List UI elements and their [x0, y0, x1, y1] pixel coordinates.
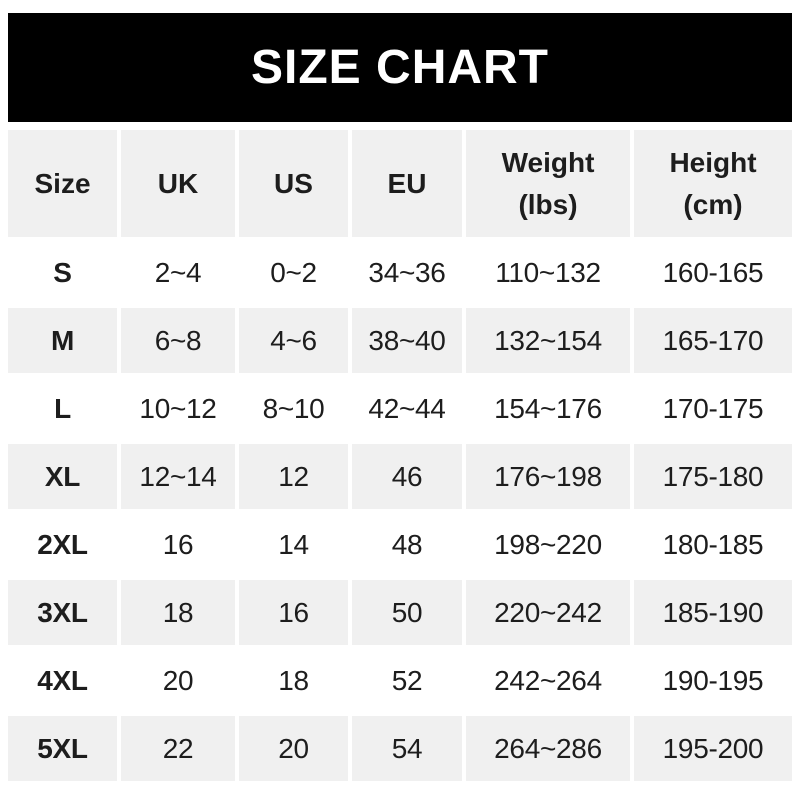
cell-2xl-us: 14 — [239, 512, 348, 577]
cell-4xl-height: 190-195 — [634, 648, 792, 713]
header-cell-us: US — [239, 130, 348, 237]
cell-s-height: 160-165 — [634, 240, 792, 305]
header-cell-size: Size — [8, 130, 117, 237]
cell-xl-uk: 12~14 — [121, 444, 235, 509]
cell-4xl-weight: 242~264 — [466, 648, 630, 713]
cell-5xl-height: 195-200 — [634, 716, 792, 781]
cell-5xl-eu: 54 — [352, 716, 462, 781]
cell-l-uk: 10~12 — [121, 376, 235, 441]
row-label-s: S — [8, 240, 117, 305]
cell-5xl-us: 20 — [239, 716, 348, 781]
cell-m-uk: 6~8 — [121, 308, 235, 373]
cell-xl-weight: 176~198 — [466, 444, 630, 509]
cell-2xl-eu: 48 — [352, 512, 462, 577]
cell-3xl-weight: 220~242 — [466, 580, 630, 645]
header-cell-weight: Weight (lbs) — [466, 130, 630, 237]
cell-3xl-eu: 50 — [352, 580, 462, 645]
cell-m-us: 4~6 — [239, 308, 348, 373]
header-cell-eu: EU — [352, 130, 462, 237]
row-label-l: L — [8, 376, 117, 441]
cell-5xl-weight: 264~286 — [466, 716, 630, 781]
cell-s-us: 0~2 — [239, 240, 348, 305]
row-label-5xl: 5XL — [8, 716, 117, 781]
cell-s-uk: 2~4 — [121, 240, 235, 305]
row-label-3xl: 3XL — [8, 580, 117, 645]
cell-2xl-height: 180-185 — [634, 512, 792, 577]
cell-5xl-uk: 22 — [121, 716, 235, 781]
cell-2xl-weight: 198~220 — [466, 512, 630, 577]
cell-s-weight: 110~132 — [466, 240, 630, 305]
cell-m-height: 165-170 — [634, 308, 792, 373]
cell-l-us: 8~10 — [239, 376, 348, 441]
cell-xl-eu: 46 — [352, 444, 462, 509]
cell-l-eu: 42~44 — [352, 376, 462, 441]
cell-xl-us: 12 — [239, 444, 348, 509]
size-table: Size UK US EU Weight (lbs) Height (cm) S 2~4 0~2… — [8, 130, 792, 781]
title-banner: SIZE CHART — [8, 13, 792, 122]
cell-s-eu: 34~36 — [352, 240, 462, 305]
cell-3xl-uk: 18 — [121, 580, 235, 645]
row-label-xl: XL — [8, 444, 117, 509]
cell-4xl-us: 18 — [239, 648, 348, 713]
page-title: SIZE CHART — [251, 40, 549, 94]
cell-xl-height: 175-180 — [634, 444, 792, 509]
cell-4xl-eu: 52 — [352, 648, 462, 713]
cell-l-height: 170-175 — [634, 376, 792, 441]
cell-m-weight: 132~154 — [466, 308, 630, 373]
header-cell-uk: UK — [121, 130, 235, 237]
row-label-m: M — [8, 308, 117, 373]
cell-m-eu: 38~40 — [352, 308, 462, 373]
header-cell-height: Height (cm) — [634, 130, 792, 237]
cell-3xl-height: 185-190 — [634, 580, 792, 645]
row-label-2xl: 2XL — [8, 512, 117, 577]
cell-l-weight: 154~176 — [466, 376, 630, 441]
cell-2xl-uk: 16 — [121, 512, 235, 577]
cell-3xl-us: 16 — [239, 580, 348, 645]
cell-4xl-uk: 20 — [121, 648, 235, 713]
row-label-4xl: 4XL — [8, 648, 117, 713]
